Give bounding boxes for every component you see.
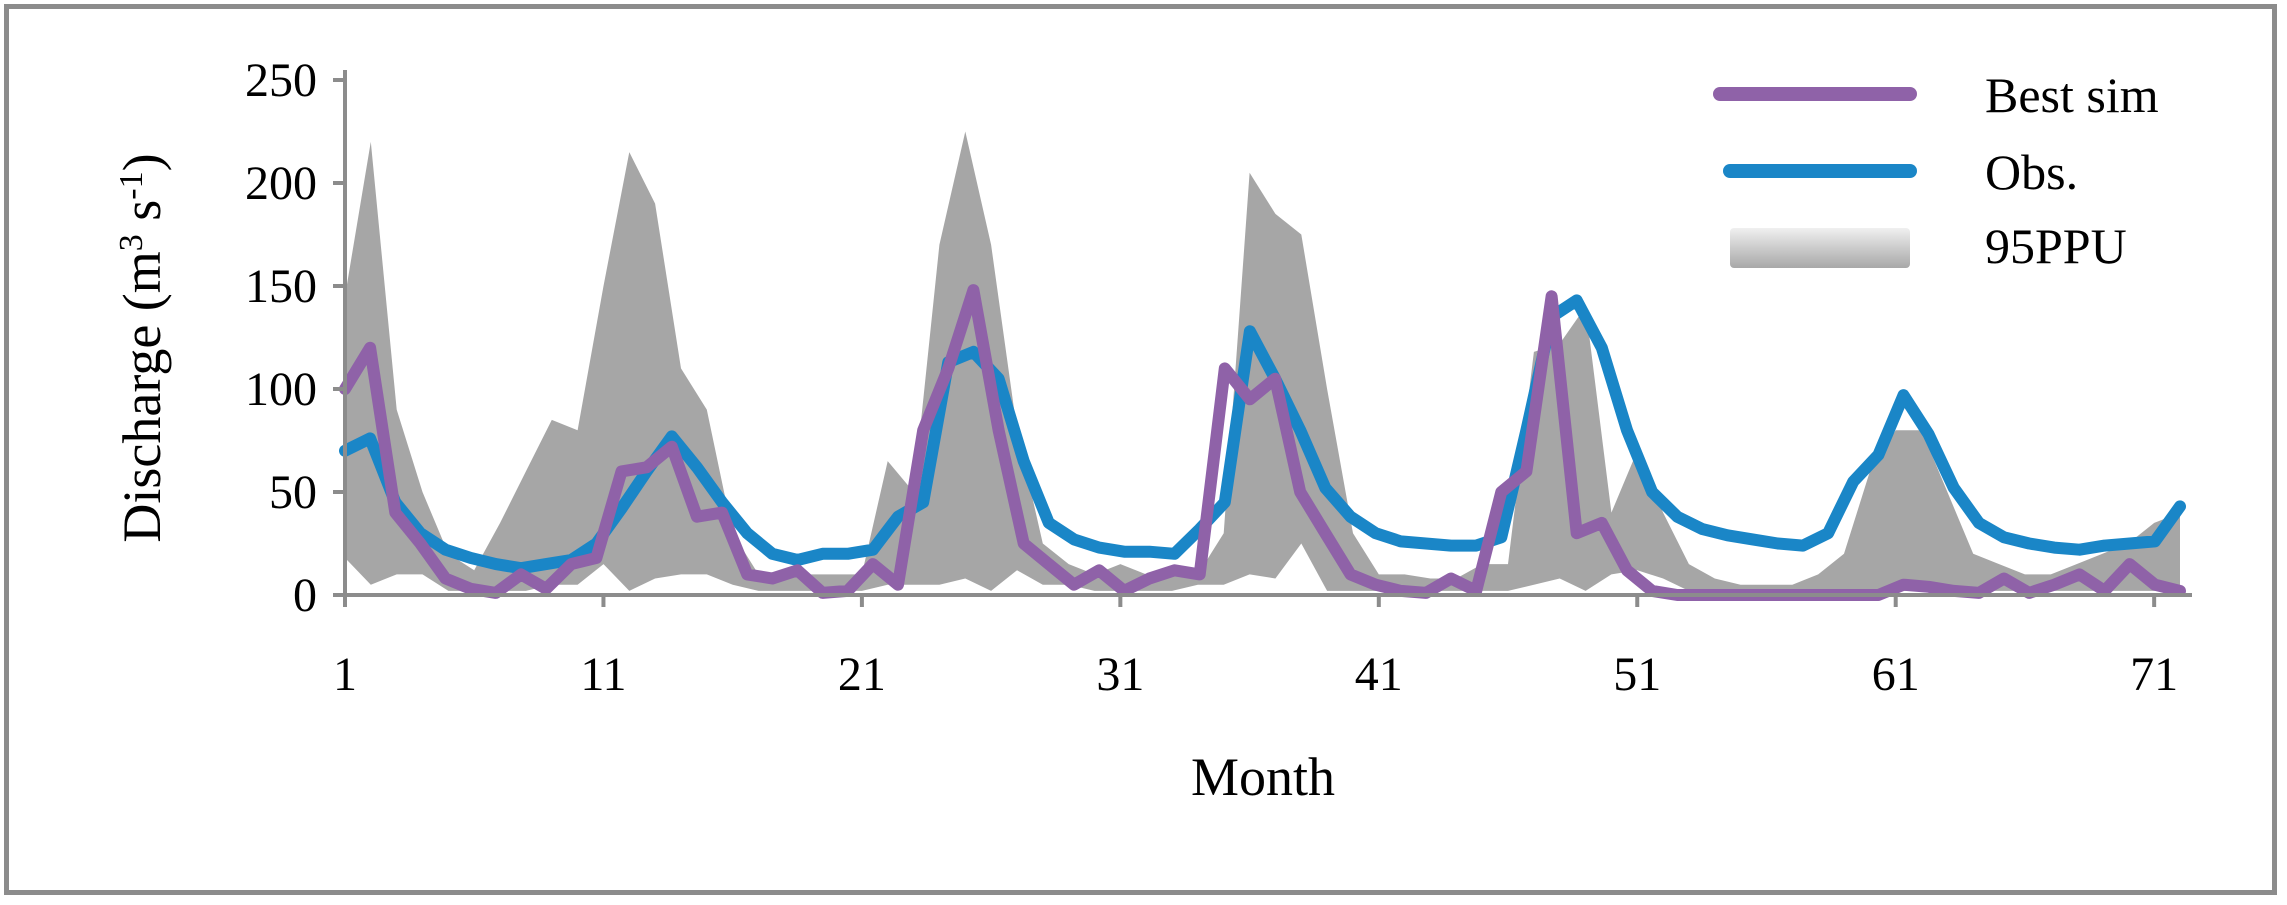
- y-tick-label: 150: [245, 260, 317, 313]
- y-axis-title: Discharge (m3 s-1): [112, 153, 172, 542]
- x-tick-label: 41: [1355, 648, 1403, 701]
- x-axis-title: Month: [1191, 747, 1335, 807]
- y-tick-label: 100: [245, 363, 317, 416]
- x-tick-label: 71: [2130, 648, 2178, 701]
- y-tick-label: 200: [245, 157, 317, 210]
- legend: Best sim Obs. 95PPU: [1713, 67, 2159, 274]
- legend-label-obs: Obs.: [1985, 144, 2078, 200]
- y-tick-label: 250: [245, 54, 317, 107]
- x-tick-label: 1: [333, 648, 357, 701]
- y-tick-label: 50: [269, 466, 317, 519]
- x-tick-label: 61: [1872, 648, 1920, 701]
- x-tick-label: 51: [1613, 648, 1661, 701]
- y-tick-label: 0: [293, 569, 317, 622]
- legend-swatch-95ppu: [1730, 228, 1910, 268]
- x-tick-label: 21: [838, 648, 886, 701]
- legend-label-best-sim: Best sim: [1985, 67, 2159, 123]
- x-tick-label: 11: [580, 648, 626, 701]
- x-tick-label: 31: [1096, 648, 1144, 701]
- legend-label-95ppu: 95PPU: [1985, 218, 2127, 274]
